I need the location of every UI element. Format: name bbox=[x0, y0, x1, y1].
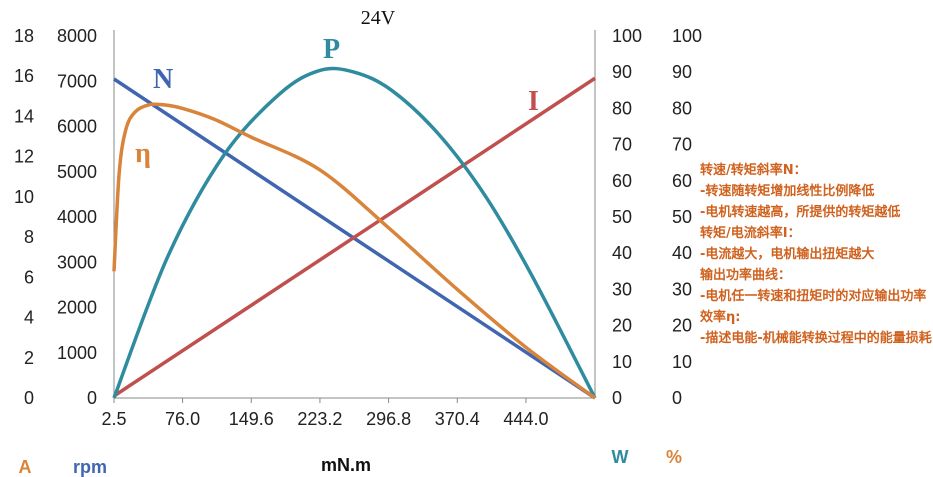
efficiency-tick-label: 40 bbox=[672, 243, 692, 263]
series-efficiency-curve bbox=[112, 102, 597, 400]
note-speed-2: -电机转速越高，所提供的转矩越低 bbox=[700, 205, 901, 220]
note-power-1: -电机任一转速和扭矩时的对应输出功率 bbox=[700, 289, 927, 304]
speed-tick-label: 7000 bbox=[57, 71, 97, 91]
power-tick-label: 30 bbox=[612, 279, 632, 299]
speed-tick-label: 4000 bbox=[57, 207, 97, 227]
x-axis-label: mN.m bbox=[321, 455, 371, 475]
series-labels: N I Pη bbox=[135, 34, 539, 169]
axes-group: 0246810121416180100020003000400050006000… bbox=[14, 26, 702, 429]
efficiency-tick-label: 70 bbox=[672, 135, 692, 155]
efficiency-tick-label: 0 bbox=[672, 388, 682, 408]
power-tick-label: 100 bbox=[612, 26, 642, 46]
x-tick-label: 2.5 bbox=[101, 409, 126, 429]
power-tick-label: 50 bbox=[612, 207, 632, 227]
curves-group bbox=[112, 66, 597, 400]
power-axis-unit: W bbox=[612, 447, 629, 467]
efficiency-tick-label: 90 bbox=[672, 62, 692, 82]
speed-tick-label: 2000 bbox=[57, 298, 97, 318]
power-tick-label: 20 bbox=[612, 316, 632, 336]
efficiency-tick-label: 30 bbox=[672, 279, 692, 299]
efficiency-tick-label: 10 bbox=[672, 352, 692, 372]
series-power-label: P bbox=[323, 34, 340, 65]
power-tick-label: 10 bbox=[612, 352, 632, 372]
efficiency-tick-label: 20 bbox=[672, 316, 692, 336]
series-current-label: I bbox=[528, 86, 539, 117]
note-speed-title: 转速/转矩斜率N： bbox=[700, 163, 807, 178]
series-power-curve bbox=[112, 66, 597, 399]
speed-tick-label: 8000 bbox=[57, 26, 97, 46]
power-tick-label: 40 bbox=[612, 243, 632, 263]
x-tick-label: 76.0 bbox=[165, 409, 200, 429]
power-tick-label: 80 bbox=[612, 98, 632, 118]
efficiency-tick-label: 60 bbox=[672, 171, 692, 191]
speed-tick-label: 3000 bbox=[57, 252, 97, 272]
speed-tick-label: 6000 bbox=[57, 117, 97, 137]
current-tick-label: 12 bbox=[14, 147, 34, 167]
current-tick-label: 10 bbox=[14, 187, 34, 207]
speed-tick-label: 0 bbox=[87, 388, 97, 408]
speed-tick-label: 5000 bbox=[57, 162, 97, 182]
power-tick-label: 0 bbox=[612, 388, 622, 408]
speed-axis-unit: rpm bbox=[73, 457, 107, 477]
series-speed-label: N bbox=[153, 64, 173, 95]
efficiency-tick-label: 80 bbox=[672, 98, 692, 118]
efficiency-tick-label: 50 bbox=[672, 207, 692, 227]
x-tick-label: 370.4 bbox=[435, 409, 480, 429]
x-tick-label: 223.2 bbox=[297, 409, 342, 429]
note-current-title: 转矩/电流斜率I： bbox=[700, 226, 801, 241]
note-eff-title: 效率η: bbox=[700, 310, 741, 325]
power-tick-label: 60 bbox=[612, 171, 632, 191]
x-tick-label: 149.6 bbox=[229, 409, 274, 429]
power-tick-label: 70 bbox=[612, 135, 632, 155]
current-tick-label: 16 bbox=[14, 66, 34, 86]
efficiency-axis-unit: % bbox=[666, 447, 682, 467]
explanation-notes: 转速/转矩斜率N： -转速随转矩增加线性比例降低 -电机转速越高，所提供的转矩越… bbox=[700, 160, 932, 349]
series-current-curve bbox=[113, 76, 596, 398]
current-tick-label: 8 bbox=[24, 227, 34, 247]
chart-title: 24V bbox=[361, 7, 396, 29]
speed-tick-label: 1000 bbox=[57, 343, 97, 363]
series-efficiency-label: η bbox=[135, 138, 151, 169]
current-tick-label: 14 bbox=[14, 106, 34, 126]
note-speed-1: -转速随转矩增加线性比例降低 bbox=[700, 184, 875, 199]
x-tick-label: 296.8 bbox=[366, 409, 411, 429]
note-eff-1: -描述电能-机械能转换过程中的能量损耗 bbox=[700, 331, 932, 346]
power-tick-label: 90 bbox=[612, 62, 632, 82]
note-current-1: -电流越大，电机输出扭矩越大 bbox=[700, 247, 875, 262]
x-tick-label: 444.0 bbox=[503, 409, 548, 429]
current-tick-label: 0 bbox=[24, 388, 34, 408]
current-tick-label: 2 bbox=[24, 348, 34, 368]
current-tick-label: 6 bbox=[24, 267, 34, 287]
current-axis-unit: A bbox=[19, 457, 32, 477]
efficiency-tick-label: 100 bbox=[672, 26, 702, 46]
current-tick-label: 18 bbox=[14, 26, 34, 46]
current-tick-label: 4 bbox=[24, 308, 34, 328]
note-power-title: 输出功率曲线： bbox=[700, 268, 792, 283]
